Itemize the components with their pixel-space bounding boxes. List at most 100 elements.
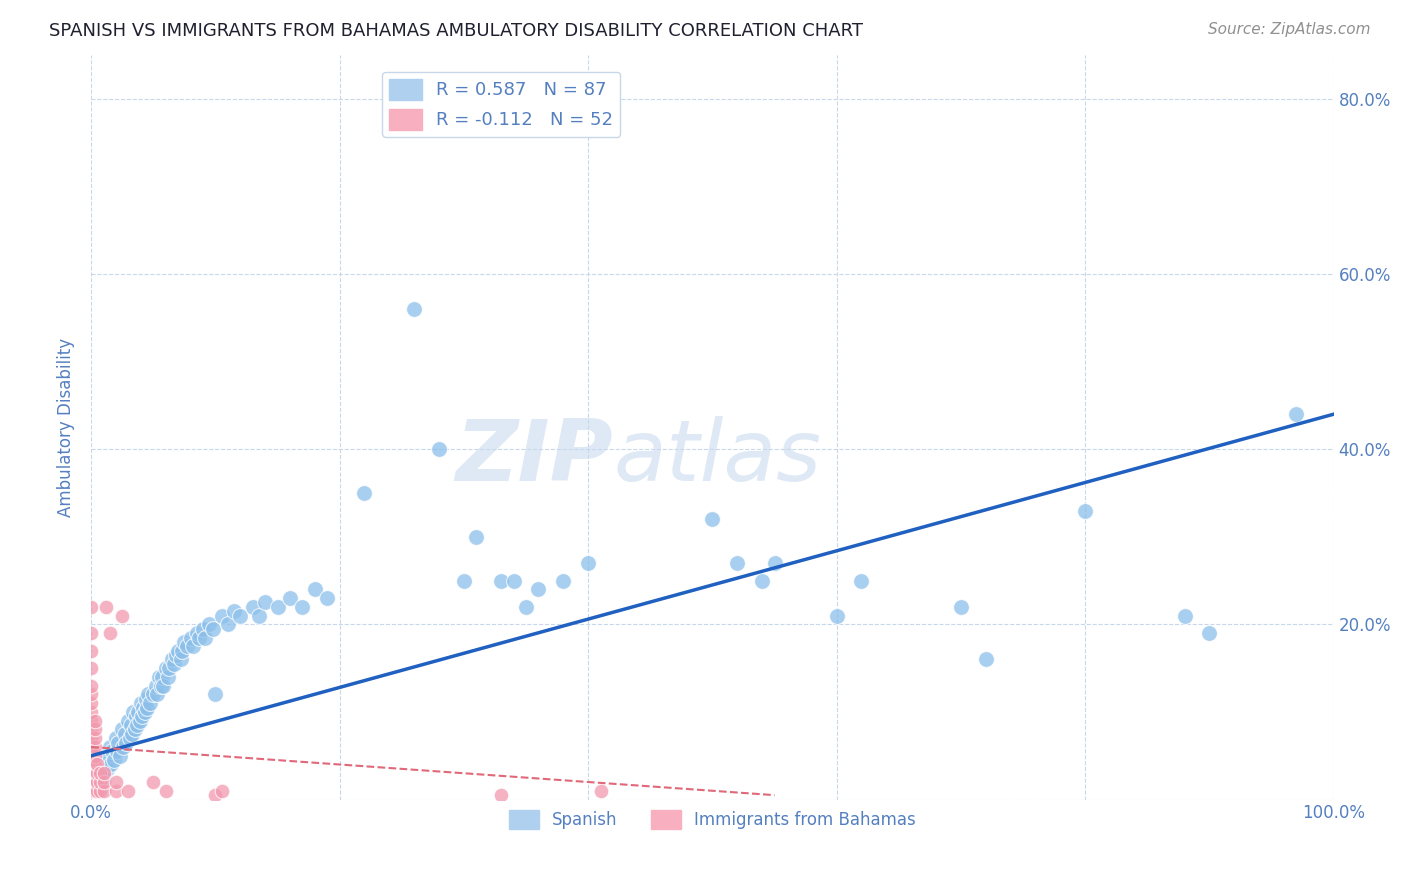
Point — [198, 617, 221, 632]
Point — [127, 705, 149, 719]
Point — [145, 679, 167, 693]
Point — [825, 608, 848, 623]
Point — [222, 604, 245, 618]
Point — [165, 648, 187, 662]
Point — [142, 775, 165, 789]
Point — [100, 757, 122, 772]
Point — [163, 657, 186, 671]
Point — [553, 574, 575, 588]
Text: atlas: atlas — [613, 416, 821, 499]
Point — [132, 700, 155, 714]
Point — [204, 788, 226, 802]
Point — [180, 631, 202, 645]
Point — [98, 626, 121, 640]
Point — [93, 775, 115, 789]
Point — [89, 766, 111, 780]
Point — [86, 766, 108, 780]
Point — [89, 775, 111, 789]
Point — [138, 696, 160, 710]
Point — [117, 714, 139, 728]
Point — [851, 574, 873, 588]
Point — [353, 486, 375, 500]
Text: SPANISH VS IMMIGRANTS FROM BAHAMAS AMBULATORY DISABILITY CORRELATION CHART: SPANISH VS IMMIGRANTS FROM BAHAMAS AMBUL… — [49, 22, 863, 40]
Point — [589, 784, 612, 798]
Point — [404, 302, 426, 317]
Point — [98, 739, 121, 754]
Point — [159, 661, 181, 675]
Point — [80, 784, 103, 798]
Point — [229, 608, 252, 623]
Point — [211, 608, 233, 623]
Point — [157, 670, 180, 684]
Point — [112, 739, 135, 754]
Point — [188, 631, 211, 645]
Point — [291, 599, 314, 614]
Point — [725, 556, 748, 570]
Y-axis label: Ambulatory Disability: Ambulatory Disability — [58, 338, 75, 516]
Point — [125, 709, 148, 723]
Point — [90, 780, 112, 794]
Point — [131, 709, 153, 723]
Point — [80, 643, 103, 657]
Point — [80, 731, 103, 746]
Point — [107, 736, 129, 750]
Point — [150, 670, 173, 684]
Point — [122, 705, 145, 719]
Point — [186, 626, 208, 640]
Point — [489, 574, 512, 588]
Text: ZIP: ZIP — [456, 416, 613, 499]
Point — [89, 766, 111, 780]
Point — [93, 771, 115, 785]
Point — [160, 652, 183, 666]
Point — [427, 442, 450, 457]
Point — [83, 748, 105, 763]
Point — [105, 784, 128, 798]
Point — [949, 599, 972, 614]
Point — [974, 652, 997, 666]
Point — [173, 635, 195, 649]
Point — [80, 757, 103, 772]
Point — [1074, 503, 1097, 517]
Point — [80, 775, 103, 789]
Point — [134, 705, 156, 719]
Point — [80, 688, 103, 702]
Point — [108, 748, 131, 763]
Text: Source: ZipAtlas.com: Source: ZipAtlas.com — [1208, 22, 1371, 37]
Point — [1285, 407, 1308, 421]
Point — [128, 714, 150, 728]
Point — [83, 731, 105, 746]
Point — [83, 784, 105, 798]
Point — [702, 512, 724, 526]
Point — [96, 762, 118, 776]
Point — [86, 775, 108, 789]
Point — [181, 640, 204, 654]
Point — [527, 582, 550, 597]
Point — [176, 640, 198, 654]
Point — [80, 714, 103, 728]
Point — [124, 723, 146, 737]
Point — [114, 727, 136, 741]
Point — [86, 784, 108, 798]
Point — [1173, 608, 1195, 623]
Point — [204, 688, 226, 702]
Point — [278, 591, 301, 606]
Point — [80, 766, 103, 780]
Point — [465, 530, 488, 544]
Point — [83, 757, 105, 772]
Point — [247, 608, 270, 623]
Point — [152, 679, 174, 693]
Point — [105, 744, 128, 758]
Point — [105, 731, 128, 746]
Point — [191, 622, 214, 636]
Point — [94, 599, 117, 614]
Point — [316, 591, 339, 606]
Point — [148, 670, 170, 684]
Point — [142, 688, 165, 702]
Point — [502, 574, 524, 588]
Point — [80, 626, 103, 640]
Point — [80, 705, 103, 719]
Point — [89, 784, 111, 798]
Point — [83, 714, 105, 728]
Point — [103, 753, 125, 767]
Point — [129, 696, 152, 710]
